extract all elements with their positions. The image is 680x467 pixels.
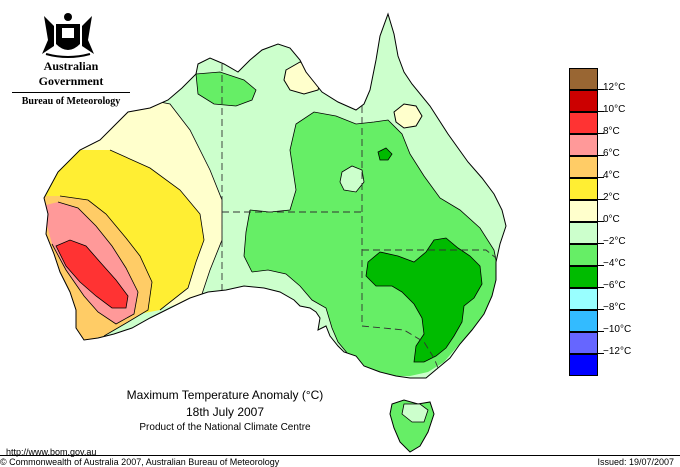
- legend-swatch: [569, 332, 598, 354]
- legend-tick: [598, 199, 604, 200]
- legend-tick: [598, 287, 604, 288]
- legend-label: 12°C: [603, 82, 626, 93]
- legend-swatch: [569, 288, 598, 310]
- legend-tick: [598, 89, 604, 90]
- website-url: http://www.bom.gov.au: [6, 447, 97, 457]
- tasmania-neg-light-patch: [401, 403, 429, 423]
- legend-swatch: [569, 266, 598, 288]
- mainland-coastline: [43, 12, 507, 379]
- contour-lines: [51, 71, 501, 373]
- agency-name: Australian Government: [38, 59, 104, 88]
- legend-tick: [598, 177, 604, 178]
- legend-label: 6°C: [603, 148, 620, 159]
- map-title: Maximum Temperature Anomaly (°C): [126, 388, 324, 402]
- legend-label: 0°C: [603, 214, 620, 225]
- legend-tick: [598, 265, 604, 266]
- legend-swatch: [569, 112, 598, 134]
- region-zero-cape: [393, 103, 423, 129]
- footer-divider: [0, 455, 680, 456]
- region-neg-strong: [366, 238, 482, 362]
- legend-swatch: [569, 156, 598, 178]
- legend-swatch: [569, 68, 598, 90]
- legend-label: −6°C: [603, 280, 626, 291]
- legend-tick: [598, 111, 604, 112]
- map-credit: Product of the National Climate Centre: [139, 422, 311, 433]
- region-neg-strong-patch: [377, 147, 393, 161]
- legend-label: 8°C: [603, 126, 620, 137]
- legend-label: −8°C: [603, 302, 626, 313]
- region-pos8: [56, 240, 128, 308]
- legend-label: −4°C: [603, 258, 626, 269]
- legend-swatch: [569, 200, 598, 222]
- legend-swatch: [569, 222, 598, 244]
- legend-tick: [598, 155, 604, 156]
- legend-swatch: [569, 354, 598, 376]
- legend-label: −12°C: [603, 346, 632, 357]
- legend-label: 2°C: [603, 192, 620, 203]
- legend-tick: [598, 221, 604, 222]
- copyright-notice: © Commonwealth of Australia 2007, Austra…: [0, 457, 280, 467]
- government-crest-icon: [42, 13, 94, 58]
- legend-tick: [598, 133, 604, 134]
- legend-swatch: [569, 90, 598, 112]
- legend-swatch: [569, 134, 598, 156]
- legend-label: 4°C: [603, 170, 620, 181]
- legend-swatch: [569, 178, 598, 200]
- region-neg-mid-topend: [196, 72, 256, 106]
- legend-swatch: [569, 244, 598, 266]
- legend-label: 10°C: [603, 104, 626, 115]
- legend-tick: [598, 309, 604, 310]
- legend-label: −2°C: [603, 236, 626, 247]
- legend-label: −10°C: [603, 324, 632, 335]
- bureau-name: Bureau of Meteorology: [21, 96, 121, 107]
- agency-header: Australian Government Bureau of Meteorol…: [12, 59, 130, 107]
- region-neg-light-patch: [339, 165, 365, 193]
- issued-date: Issued: 19/07/2007: [597, 457, 674, 467]
- legend-swatch: [569, 310, 598, 332]
- legend-tick: [598, 353, 604, 354]
- header-divider: [12, 92, 130, 93]
- legend-tick: [598, 243, 604, 244]
- state-borders: [221, 64, 497, 369]
- map-date: 18th July 2007: [185, 405, 265, 419]
- legend-tick: [598, 331, 604, 332]
